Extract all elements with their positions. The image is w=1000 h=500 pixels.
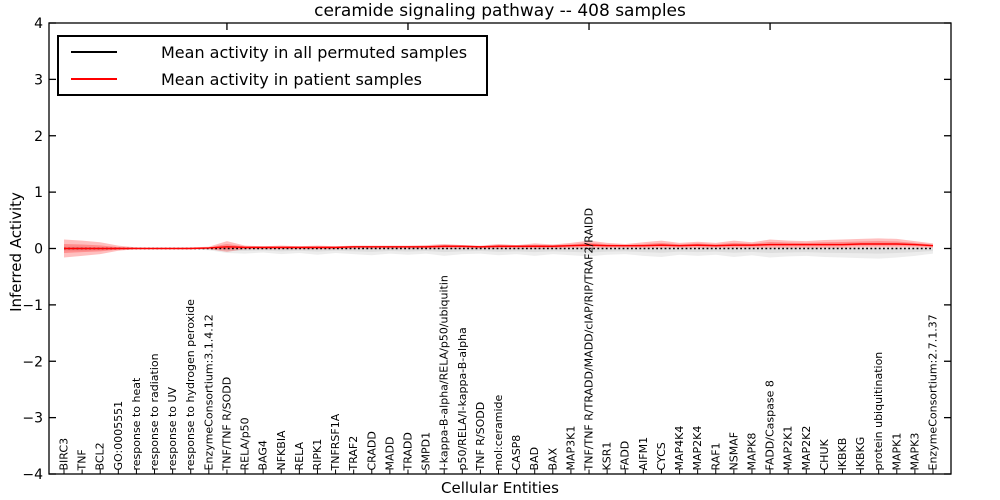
y-tick-labels: −4 −3 −2 −1 0 1 2 3 4 (22, 16, 43, 483)
svg-text:MAP3K1: MAP3K1 (564, 426, 577, 471)
svg-text:RAF1: RAF1 (709, 442, 722, 470)
svg-text:IKBKG: IKBKG (854, 437, 867, 471)
svg-text:RELA: RELA (293, 442, 306, 471)
svg-text:RIPK1: RIPK1 (311, 439, 324, 471)
svg-text:SMPD1: SMPD1 (420, 432, 433, 471)
svg-text:MAP2K4: MAP2K4 (691, 426, 704, 471)
svg-text:−2: −2 (22, 354, 43, 370)
svg-text:MAPK8: MAPK8 (745, 433, 758, 471)
legend-line-swatch-patient (71, 78, 117, 80)
svg-text:MAPK3: MAPK3 (908, 433, 921, 471)
svg-text:response to UV: response to UV (166, 386, 179, 470)
svg-text:I-kappa-B-alpha/RELA/p50/ubiqu: I-kappa-B-alpha/RELA/p50/ubiquitin (438, 275, 451, 470)
svg-text:2: 2 (34, 129, 43, 145)
svg-text:MAP2K1: MAP2K1 (782, 426, 795, 471)
svg-text:MAP2K2: MAP2K2 (800, 426, 813, 471)
axes-frame (48, 22, 952, 475)
svg-text:1: 1 (34, 185, 43, 201)
y-axis-label: Inferred Activity (7, 192, 25, 312)
series-lines (64, 243, 934, 250)
svg-text:protein ubiquitination: protein ubiquitination (872, 352, 885, 471)
legend: Mean activity in all permuted samples Me… (57, 35, 488, 96)
svg-text:MAP4K4: MAP4K4 (673, 426, 686, 471)
svg-text:−3: −3 (22, 411, 43, 427)
legend-label-permuted: Mean activity in all permuted samples (161, 42, 468, 62)
legend-item-patient: Mean activity in patient samples (59, 67, 486, 91)
svg-text:IKBKB: IKBKB (836, 438, 849, 471)
svg-text:TNFRSF1A: TNFRSF1A (329, 413, 342, 471)
svg-text:p50/RELA/I-kappa-B-alpha: p50/RELA/I-kappa-B-alpha (456, 327, 469, 470)
svg-text:CYCS: CYCS (655, 442, 668, 470)
svg-text:CASP8: CASP8 (510, 435, 523, 471)
svg-text:RELA/p50: RELA/p50 (239, 417, 252, 470)
svg-text:TRADD: TRADD (401, 432, 414, 471)
svg-text:CHUK: CHUK (818, 438, 831, 470)
legend-label-patient: Mean activity in patient samples (161, 69, 422, 89)
svg-text:response to radiation: response to radiation (148, 353, 161, 470)
svg-text:NFKBIA: NFKBIA (275, 430, 288, 471)
svg-text:response to hydrogen peroxide: response to hydrogen peroxide (184, 299, 197, 471)
svg-text:3: 3 (34, 72, 43, 88)
svg-text:GO:0005551: GO:0005551 (112, 401, 125, 471)
x-axis-label: Cellular Entities (441, 479, 559, 497)
svg-text:AIFM1: AIFM1 (637, 437, 650, 471)
svg-text:response to heat: response to heat (130, 377, 143, 470)
svg-text:KSR1: KSR1 (601, 442, 614, 471)
legend-line-swatch-permuted (71, 51, 117, 53)
svg-text:TNF R/SODD: TNF R/SODD (474, 402, 487, 472)
x-category-labels: BIRC3 TNF BCL2 GO:0005551 response to heat re… (58, 208, 940, 472)
svg-text:EnzymeConsortium:3.1.4.12: EnzymeConsortium:3.1.4.12 (202, 314, 215, 470)
legend-item-permuted: Mean activity in all permuted samples (59, 40, 486, 64)
svg-text:mol:ceramide: mol:ceramide (492, 394, 505, 470)
svg-text:BAX: BAX (546, 447, 559, 470)
svg-text:FADD/Caspase 8: FADD/Caspase 8 (764, 380, 777, 470)
svg-text:−4: −4 (22, 467, 43, 483)
svg-text:TNF/TNF R/SODD: TNF/TNF R/SODD (220, 377, 233, 472)
svg-text:0: 0 (34, 242, 43, 258)
svg-text:BCL2: BCL2 (94, 442, 107, 470)
svg-text:BAD: BAD (528, 447, 541, 471)
svg-text:EnzymeConsortium:2.7.1.37: EnzymeConsortium:2.7.1.37 (927, 314, 940, 470)
svg-text:TNF/TNF R/TRADD/MADD/cIAP/RIP/: TNF/TNF R/TRADD/MADD/cIAP/RIP/TRAF2/RAID… (583, 208, 596, 472)
chart-title: ceramide signaling pathway -- 408 sample… (314, 1, 686, 21)
svg-text:TNF: TNF (76, 449, 89, 471)
svg-text:−1: −1 (22, 298, 43, 314)
svg-text:4: 4 (34, 16, 43, 32)
svg-text:MAPK1: MAPK1 (890, 433, 903, 471)
svg-text:CRADD: CRADD (365, 431, 378, 470)
svg-text:FADD: FADD (619, 441, 632, 471)
svg-text:MADD: MADD (383, 437, 396, 471)
svg-text:NSMAF: NSMAF (727, 432, 740, 471)
svg-text:BIRC3: BIRC3 (58, 438, 71, 471)
svg-text:TRAF2: TRAF2 (347, 436, 360, 472)
svg-text:BAG4: BAG4 (257, 440, 270, 470)
